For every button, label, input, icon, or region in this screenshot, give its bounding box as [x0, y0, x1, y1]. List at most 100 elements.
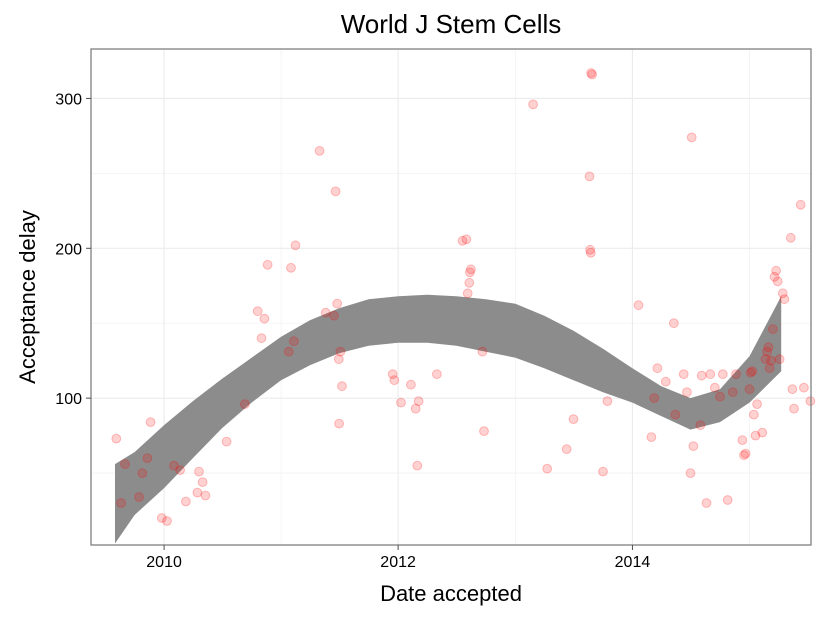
data-point [688, 441, 699, 452]
data-point [682, 387, 692, 398]
data-point [789, 403, 799, 414]
data-point [410, 403, 421, 414]
data-point [584, 171, 595, 182]
data-point [181, 496, 191, 507]
data-point [334, 418, 345, 429]
y-tick-label: 300 [55, 91, 82, 108]
data-point [120, 459, 130, 470]
data-point [396, 397, 406, 408]
data-point [768, 324, 778, 335]
data-point [705, 369, 716, 380]
data-point [585, 247, 596, 258]
data-point [240, 399, 250, 410]
data-point [432, 369, 442, 380]
data-point [337, 381, 347, 392]
data-point [737, 435, 748, 446]
data-point [320, 307, 331, 318]
data-point [587, 69, 597, 80]
data-point [111, 433, 122, 444]
data-point [542, 463, 553, 474]
data-point [717, 369, 728, 380]
data-point [750, 430, 761, 441]
data-point [762, 346, 772, 357]
data-point [766, 355, 777, 366]
data-point [568, 414, 579, 425]
data-point [289, 336, 299, 347]
data-point [745, 367, 756, 378]
data-point [561, 444, 572, 455]
data-point [660, 376, 671, 387]
x-tick-label: 2010 [146, 554, 182, 571]
data-point [477, 346, 488, 357]
data-point [462, 288, 473, 299]
data-point [389, 375, 400, 386]
data-point [695, 420, 706, 431]
data-point [774, 354, 785, 365]
data-point [329, 310, 339, 321]
data-point [678, 369, 689, 380]
data-point [652, 363, 663, 374]
y-tick-label: 100 [55, 391, 82, 408]
data-point [685, 468, 696, 479]
data-point [740, 448, 751, 459]
data-point [335, 346, 346, 357]
data-point [727, 387, 738, 398]
data-point [156, 513, 167, 523]
data-point [777, 288, 788, 299]
data-point [169, 460, 179, 471]
data-point [586, 68, 596, 78]
data-point [464, 277, 475, 288]
data-point [194, 466, 204, 477]
data-point [757, 427, 768, 438]
x-tick-label: 2012 [380, 554, 416, 571]
data-point [760, 354, 771, 365]
data-point [142, 453, 153, 464]
confidence-band [115, 294, 782, 544]
data-point [739, 450, 749, 461]
chart-title: World J Stem Cells [341, 9, 562, 39]
x-axis-ticks: 2010 2012 2014 [146, 545, 650, 571]
data-point [116, 498, 126, 508]
data-point [412, 460, 423, 471]
data-point [709, 382, 720, 393]
data-point [633, 300, 644, 311]
data-point [162, 516, 172, 526]
data-point [192, 487, 203, 498]
data-point [332, 298, 343, 309]
x-axis-title: Date accepted [380, 581, 522, 606]
data-point [598, 466, 608, 477]
plot-panel-border [90, 48, 812, 546]
data-point [670, 409, 681, 420]
data-point [314, 146, 325, 156]
y-axis-ticks: 100 200 300 [55, 91, 91, 408]
x-tick-label: 2014 [615, 554, 651, 571]
data-point [252, 306, 263, 317]
y-axis-title: Acceptance delay [15, 210, 40, 384]
data-point [799, 382, 809, 393]
data-point [649, 393, 660, 404]
data-point [747, 366, 758, 377]
data-point [175, 465, 186, 476]
data-point [722, 495, 733, 505]
y-tick-label: 200 [55, 241, 82, 258]
data-point [333, 354, 344, 365]
data-point [528, 99, 538, 110]
data-point [779, 294, 790, 305]
data-points [111, 68, 816, 526]
data-point [197, 477, 208, 488]
data-point [785, 232, 796, 243]
data-point [466, 264, 476, 275]
data-point [387, 369, 398, 380]
data-point [406, 379, 416, 390]
data-point [585, 244, 595, 255]
data-point [701, 498, 712, 508]
data-point [137, 468, 148, 479]
data-point [134, 492, 145, 502]
data-point [646, 432, 657, 443]
data-point [461, 234, 472, 245]
data-point [764, 363, 775, 374]
data-point [752, 399, 762, 410]
data-point [256, 333, 267, 344]
data-point [668, 318, 679, 329]
